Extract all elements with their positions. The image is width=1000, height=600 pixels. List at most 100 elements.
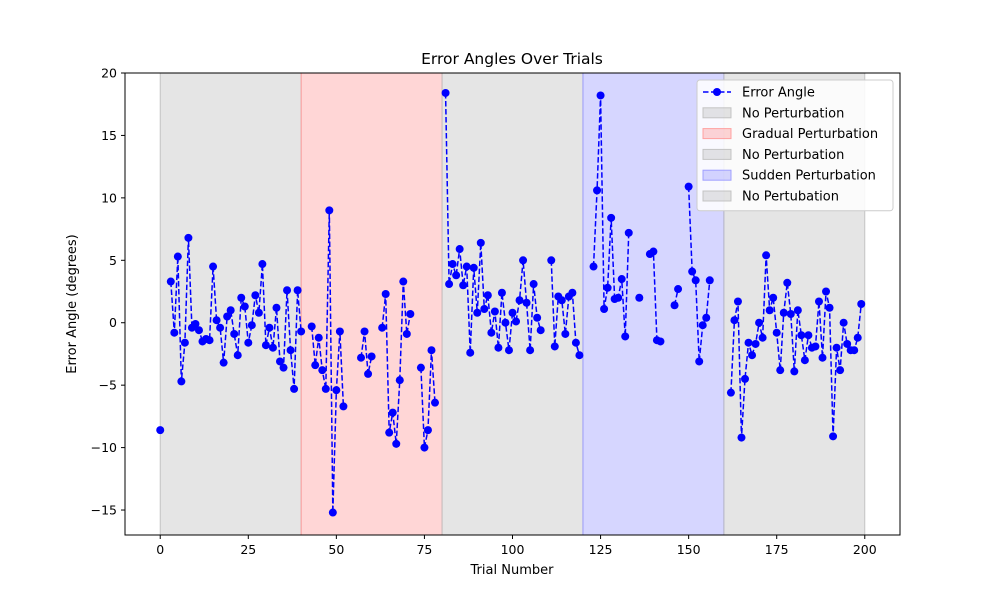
data-point [533,313,542,322]
data-point [836,366,845,375]
data-point [800,356,809,365]
data-point [254,308,263,317]
data-point [786,309,795,318]
data-point [776,366,785,375]
y-tick-label: 5 [109,253,117,268]
x-axis: 0 25 50 75 100 125 150 175 200 [156,535,877,557]
data-point [483,291,492,300]
data-point [829,432,838,441]
data-point [811,342,820,351]
data-point [487,328,496,337]
data-point [448,260,457,269]
data-point [519,256,528,265]
x-tick-label: 125 [589,542,613,557]
data-point [691,276,700,285]
data-point [360,327,369,336]
data-point [596,91,605,100]
data-point [381,290,390,299]
data-point [674,285,683,294]
data-point [219,358,228,367]
data-point [755,318,764,327]
y-tick-label: 10 [101,190,117,205]
data-point [325,206,334,215]
data-point [758,333,767,342]
legend-patch-swatch [702,190,732,202]
data-point [314,333,323,342]
data-point [395,376,404,385]
data-point [364,369,373,378]
data-point [497,288,506,297]
data-point [445,280,454,289]
data-point [600,304,609,313]
legend-entry-label: Sudden Perturbation [742,169,876,184]
data-point [744,338,753,347]
data-point [793,306,802,315]
data-point [240,302,249,311]
data-point [441,88,450,97]
data-point [684,182,693,191]
data-point [307,322,316,331]
data-point [406,309,415,318]
data-point [328,508,337,517]
data-point [490,307,499,316]
series-error-angle [156,88,866,517]
data-point [258,260,267,269]
data-point [607,213,616,222]
legend-entry-label: Gradual Perturbation [742,127,878,142]
y-tick-label: 0 [109,315,117,330]
legend-entry-label: No Perturbation [742,148,844,163]
data-point [575,351,584,360]
series-line-segment [444,92,542,353]
data-point [695,357,704,366]
series-line-segment [310,210,345,513]
data-point [170,328,179,337]
data-point [156,426,165,435]
data-point [656,337,665,346]
data-point [416,363,425,372]
data-point [469,263,478,272]
region-1 [300,72,443,536]
data-point [649,247,658,256]
perturbation-regions [159,72,866,536]
data-point [547,256,556,265]
data-point [769,293,778,302]
legend-patch-swatch [702,107,732,119]
data-point [832,343,841,352]
data-point [367,352,376,361]
data-point [261,341,270,350]
data-point [526,346,535,355]
data-point [698,321,707,330]
data-point [311,361,320,370]
data-point [335,327,344,336]
data-point [494,343,503,352]
legend-marker-swatch [713,88,721,96]
data-point [180,338,189,347]
data-point [293,286,302,295]
data-point [726,388,735,397]
data-point [561,329,570,338]
data-point [825,303,834,312]
data-point [290,384,299,393]
y-tick-label: −15 [91,503,117,518]
x-tick-label: 0 [156,542,164,557]
data-point [748,351,757,360]
data-point [702,313,711,322]
data-point [705,276,714,285]
data-point [184,233,193,242]
x-tick-label: 100 [501,542,525,557]
data-point [476,238,485,247]
legend-entry-label: No Perturbation [742,106,844,121]
region-2 [441,72,584,536]
data-point [512,317,521,326]
y-tick-label: 20 [101,66,117,81]
data-point [318,366,327,375]
data-point [297,327,306,336]
data-point [589,262,598,271]
x-tick-label: 200 [853,542,877,557]
chart-title: Error Angles Over Trials [421,50,603,68]
data-point [427,346,436,355]
data-point [209,262,218,271]
data-point [339,402,348,411]
y-tick-label: −10 [91,440,117,455]
series-line-segment [170,237,302,389]
